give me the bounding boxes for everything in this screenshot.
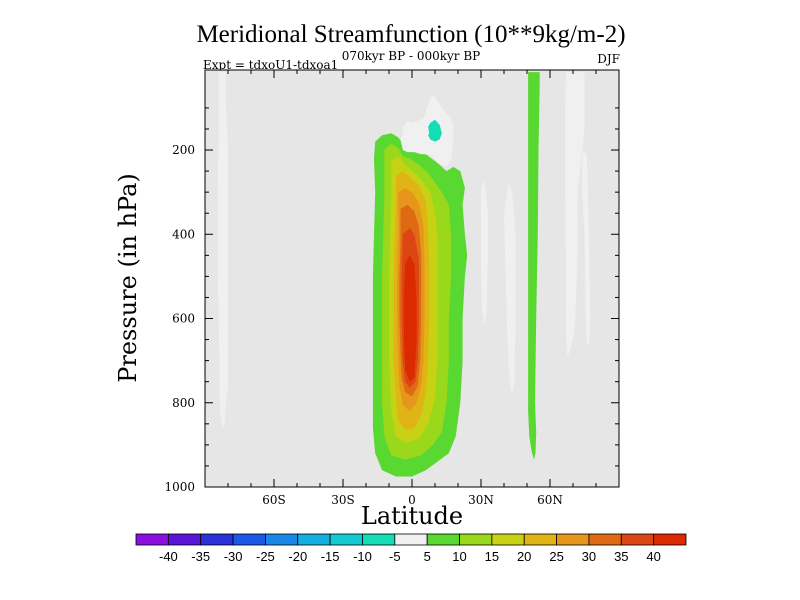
colorbar-swatch	[265, 533, 299, 546]
colorbar-label: 10	[452, 549, 466, 564]
x-tick-label: 0	[408, 493, 416, 507]
colorbar-label: 25	[549, 549, 563, 564]
colorbar-swatch	[394, 533, 428, 546]
x-tick-label: 60N	[537, 493, 563, 507]
colorbar-label: 30	[582, 549, 596, 564]
colorbar-label: -30	[224, 549, 243, 564]
colorbar-swatch	[588, 533, 622, 546]
contour-nh-polar-column-b	[582, 150, 591, 346]
colorbar-label: 5	[424, 549, 431, 564]
x-tick-label: 30S	[331, 493, 355, 507]
axis-ticks: 60S 30S 0 30N 60N 200 400 600 800 1000	[164, 70, 619, 507]
contour-sh-polar-cell	[217, 72, 228, 428]
colorbar-swatch	[459, 533, 493, 546]
colorbar-swatch	[653, 533, 687, 546]
colorbar-label: -25	[256, 549, 275, 564]
colorbar-label: 40	[646, 549, 660, 564]
chart-title: Meridional Streamfunction (10**9kg/m-2)	[196, 21, 625, 48]
contour-tropical-cell-lv8	[404, 255, 417, 382]
contour-nh-positive-column	[528, 72, 540, 460]
colorbar-label: 35	[614, 549, 628, 564]
experiment-label: Expt = tdxoU1-tdxoa1	[203, 58, 338, 72]
colorbar-label: -40	[159, 549, 178, 564]
chart-subtitle: 070kyr BP - 000kyr BP	[342, 49, 480, 63]
x-tick-label: 60S	[262, 493, 286, 507]
colorbar-swatch	[523, 533, 557, 546]
colorbar-swatch	[556, 533, 590, 546]
colorbar-swatch	[135, 533, 169, 546]
colorbar-swatch	[491, 533, 525, 546]
colorbar-swatch	[426, 533, 460, 546]
colorbar-swatch	[620, 533, 655, 546]
season-label: DJF	[597, 52, 620, 66]
colorbar-label: -10	[353, 549, 372, 564]
contour-upper-neg-cell-lv2	[428, 119, 442, 142]
contour-nh-polar-column-a	[565, 72, 585, 357]
colorbar-swatch	[362, 533, 396, 546]
contour-nh-cell-b	[504, 183, 516, 395]
colorbar-label: 15	[485, 549, 499, 564]
colorbar-swatch	[232, 533, 266, 546]
colorbar-swatch	[200, 533, 234, 546]
colorbar-swatch	[167, 533, 202, 546]
colorbar-swatch	[329, 533, 363, 546]
contour-regions	[217, 72, 591, 477]
colorbar-label: -15	[321, 549, 340, 564]
colorbar-label: -35	[191, 549, 210, 564]
colorbar: -40 -35 -30 -25 -20 -15 -10 -5 5 10 15 20 25 30 35 40	[135, 533, 687, 564]
colorbar-label: 20	[517, 549, 531, 564]
y-tick-label: 800	[172, 396, 195, 410]
contour-nh-cell-a	[481, 179, 488, 327]
y-tick-label: 400	[172, 227, 195, 241]
y-axis-label: Pressure (in hPa)	[114, 173, 142, 383]
y-tick-label: 1000	[164, 480, 195, 494]
colorbar-swatch	[297, 533, 331, 546]
y-tick-label: 600	[172, 312, 195, 326]
contour-upper-neg-cell-lv1	[400, 95, 454, 167]
x-axis-label: Latitude	[361, 502, 463, 530]
colorbar-label: -20	[288, 549, 307, 564]
y-tick-label: 200	[172, 143, 195, 157]
x-tick-label: 30N	[468, 493, 494, 507]
colorbar-label: -5	[389, 549, 401, 564]
